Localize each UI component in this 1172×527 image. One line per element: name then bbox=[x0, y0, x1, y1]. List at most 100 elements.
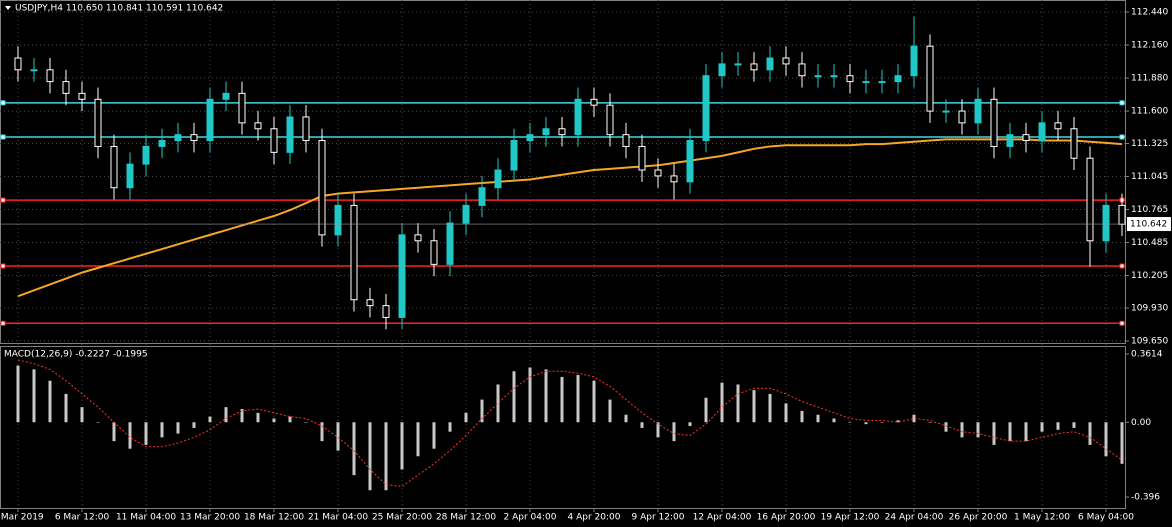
y-tick-label: 111.880 bbox=[1131, 74, 1168, 84]
x-tick-label: 21 Mar 04:00 bbox=[308, 513, 368, 523]
macd-bar bbox=[528, 367, 532, 423]
candle-body bbox=[430, 240, 438, 265]
candle-body bbox=[350, 204, 358, 301]
macd-bar bbox=[16, 365, 20, 423]
candle-body bbox=[558, 128, 566, 136]
candle-body bbox=[926, 45, 934, 112]
candle-body bbox=[286, 116, 294, 153]
candle-body bbox=[734, 63, 742, 66]
y-tick-label: 112.440 bbox=[1131, 8, 1168, 18]
candle-body bbox=[958, 110, 966, 124]
y-tick-label: 109.930 bbox=[1131, 303, 1168, 313]
candle-body bbox=[894, 75, 902, 83]
level-handle bbox=[0, 197, 6, 203]
x-tick-label: 2 Apr 04:00 bbox=[504, 513, 557, 523]
y-tick-label: 0.00 bbox=[1131, 418, 1151, 428]
y-tick-label: 111.600 bbox=[1131, 107, 1168, 117]
candle-body bbox=[622, 134, 630, 147]
x-tick-label: 26 Apr 20:00 bbox=[949, 513, 1008, 523]
candle-body bbox=[446, 222, 454, 265]
candle-body bbox=[382, 305, 390, 318]
candle-body bbox=[798, 63, 806, 77]
macd-bar bbox=[160, 422, 164, 438]
macd-bar bbox=[1008, 422, 1012, 442]
chart-title: USDJPY,H4 110.650 110.841 110.591 110.64… bbox=[15, 4, 223, 14]
candle-body bbox=[670, 175, 678, 183]
y-tick-label: 110.765 bbox=[1131, 205, 1168, 215]
macd-bar bbox=[976, 422, 980, 438]
macd-bar bbox=[928, 422, 932, 423]
macd-bar bbox=[480, 399, 484, 423]
x-tick-label: 6 May 04:00 bbox=[1078, 513, 1134, 523]
candle-body bbox=[1006, 134, 1014, 147]
candle-body bbox=[1070, 128, 1078, 159]
candle-body bbox=[30, 69, 38, 72]
y-tick-label: 112.160 bbox=[1131, 41, 1168, 51]
candle-body bbox=[942, 110, 950, 113]
candle-body bbox=[862, 81, 870, 84]
macd-bar bbox=[912, 414, 916, 423]
candle-body bbox=[334, 204, 342, 236]
y-tick-label: 109.650 bbox=[1131, 336, 1168, 346]
macd-bar bbox=[1088, 422, 1092, 445]
candle-body bbox=[494, 169, 502, 189]
macd-bar bbox=[736, 384, 740, 423]
macd-bar bbox=[192, 422, 196, 428]
x-tick-label: 16 Apr 20:00 bbox=[757, 513, 816, 523]
candle-body bbox=[766, 57, 774, 71]
macd-title: MACD(12,26,9) -0.2227 -0.1995 bbox=[4, 350, 148, 360]
candle-body bbox=[574, 98, 582, 136]
level-handle bbox=[1119, 134, 1125, 140]
macd-bar bbox=[112, 422, 116, 442]
level-handle bbox=[1119, 100, 1125, 106]
y-tick-label: 0.3614 bbox=[1131, 350, 1163, 360]
macd-bar bbox=[800, 410, 804, 423]
signal-line bbox=[17, 359, 1123, 487]
macd-bar bbox=[592, 380, 596, 423]
price-pane bbox=[0, 0, 1126, 344]
x-tick-label: 12 Apr 04:00 bbox=[693, 513, 752, 523]
x-tick-label: 28 Mar 12:00 bbox=[436, 513, 496, 523]
y-tick-label: 111.045 bbox=[1131, 172, 1168, 182]
candle-body bbox=[782, 57, 790, 65]
x-tick-label: 19 Apr 12:00 bbox=[821, 513, 880, 523]
candle-body bbox=[1022, 134, 1030, 142]
macd-bar bbox=[96, 422, 100, 423]
x-tick-label: 18 Mar 12:00 bbox=[244, 513, 304, 523]
macd-bar bbox=[576, 375, 580, 423]
macd-bar bbox=[208, 416, 212, 423]
x-tick-label: 1 May 12:00 bbox=[1014, 513, 1070, 523]
macd-bar bbox=[144, 422, 148, 445]
candle-body bbox=[302, 116, 310, 142]
candle-body bbox=[254, 122, 262, 130]
macd-bar bbox=[368, 422, 372, 491]
macd-bar bbox=[896, 420, 900, 423]
macd-bar bbox=[848, 422, 852, 423]
candle-body bbox=[686, 140, 694, 183]
candle-body bbox=[398, 234, 406, 318]
macd-bar bbox=[1120, 422, 1124, 464]
macd-bar bbox=[784, 403, 788, 423]
macd-bar bbox=[384, 422, 388, 491]
candle-body bbox=[478, 187, 486, 206]
candle-body bbox=[62, 81, 70, 94]
candle-body bbox=[174, 134, 182, 142]
macd-bar bbox=[256, 412, 260, 423]
candle-body bbox=[526, 134, 534, 142]
candle-body bbox=[318, 140, 326, 236]
macd-bar bbox=[1024, 422, 1028, 442]
candle-body bbox=[990, 98, 998, 147]
macd-bar bbox=[1056, 422, 1060, 430]
candle-body bbox=[654, 169, 662, 177]
current-price-label: 110.642 bbox=[1130, 220, 1167, 230]
candle-body bbox=[878, 81, 886, 84]
menu-icon bbox=[5, 6, 11, 10]
macd-bar bbox=[304, 422, 308, 423]
y-tick-label: -0.396 bbox=[1131, 493, 1160, 503]
level-handle bbox=[0, 134, 6, 140]
macd-bar bbox=[1040, 422, 1044, 432]
macd-bar bbox=[48, 380, 52, 423]
macd-bar bbox=[960, 422, 964, 438]
macd-bar bbox=[512, 371, 516, 423]
